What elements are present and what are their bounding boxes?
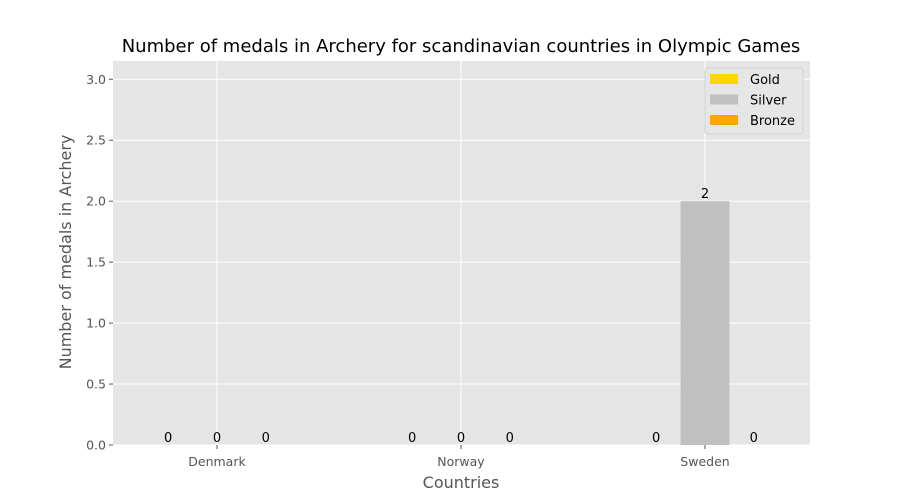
bar-value-label: 0 <box>164 431 172 446</box>
bar-value-label: 0 <box>652 431 660 446</box>
bar-labels: 0 0 0 0 0 2 0 0 0 <box>164 187 758 446</box>
legend-swatch-silver <box>710 94 738 105</box>
chart-title: Number of medals in Archery for scandina… <box>122 36 801 57</box>
y-tick-label: 2.0 <box>86 194 106 209</box>
x-tick-label: Denmark <box>188 454 246 469</box>
x-tick-label: Norway <box>437 454 485 469</box>
x-tick-label: Sweden <box>680 454 729 469</box>
axes: 0.0 0.5 1.0 1.5 2.0 2.5 3.0 Denmark Norway Sweden <box>86 72 730 469</box>
legend: Gold Silver Bronze <box>704 67 804 135</box>
y-axis-label: Number of medals in Archery <box>56 135 75 370</box>
y-tick-label: 1.0 <box>86 316 106 331</box>
bar-value-label: 0 <box>213 431 221 446</box>
bar-value-label: 0 <box>408 431 416 446</box>
x-axis-label: Countries <box>423 473 500 492</box>
y-tick-label: 0.5 <box>86 377 106 392</box>
legend-swatch-gold <box>710 74 738 84</box>
y-tick-label: 1.5 <box>86 255 106 270</box>
legend-swatch-bronze <box>710 115 738 125</box>
y-tick-label: 0.0 <box>86 438 106 453</box>
bar-value-label: 0 <box>750 431 758 446</box>
y-tick-label: 2.5 <box>86 133 106 148</box>
legend-label-bronze: Bronze <box>750 114 795 129</box>
bar-silver <box>680 201 730 445</box>
bar-value-label: 0 <box>262 431 270 446</box>
legend-label-gold: Gold <box>750 73 780 88</box>
y-tick-label: 3.0 <box>86 72 106 87</box>
bar-value-label: 0 <box>506 431 514 446</box>
bar-value-label: 2 <box>701 187 709 202</box>
bars <box>680 201 730 445</box>
legend-label-silver: Silver <box>750 94 787 109</box>
bar-value-label: 0 <box>457 431 465 446</box>
